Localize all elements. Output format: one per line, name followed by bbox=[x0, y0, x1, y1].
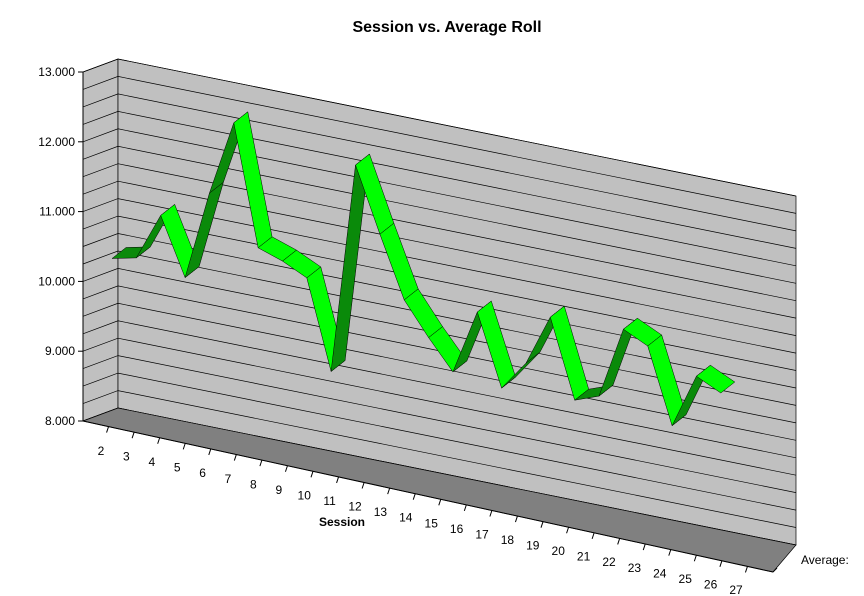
x-tick-label: 27 bbox=[729, 583, 743, 596]
x-tick-label: 11 bbox=[323, 494, 336, 508]
gridline bbox=[82, 145, 797, 284]
x-tick-mark bbox=[540, 521, 544, 528]
x-tick-mark bbox=[463, 504, 467, 512]
gridline bbox=[82, 390, 797, 528]
x-tick-mark bbox=[336, 476, 340, 484]
depth-tick-mark bbox=[772, 567, 778, 573]
y-tick-label: 8.000 bbox=[45, 414, 75, 428]
x-tick-label: 15 bbox=[425, 516, 439, 530]
x-tick-mark bbox=[642, 543, 646, 551]
depth-axis-label: Average: bbox=[801, 553, 849, 567]
x-tick-label: 14 bbox=[399, 511, 413, 525]
gridline bbox=[82, 93, 797, 232]
x-tick-mark bbox=[259, 459, 263, 467]
x-tick-label: 19 bbox=[526, 539, 540, 553]
x-tick-label: 23 bbox=[628, 561, 642, 575]
x-axis: 2 3 4 5 6 7 8 9 10 11 12 13 14 15 16 17 18 19 20 21 22 23 24 25… bbox=[82, 420, 778, 596]
gridlines bbox=[82, 58, 797, 546]
x-tick-label: 18 bbox=[501, 533, 515, 547]
x-tick-mark bbox=[361, 482, 365, 489]
x-tick-label: 24 bbox=[653, 566, 667, 580]
x-tick-mark bbox=[514, 515, 518, 523]
x-tick-label: 13 bbox=[374, 505, 388, 519]
x-tick-mark bbox=[310, 471, 314, 478]
x-tick-mark bbox=[131, 432, 135, 439]
x-tick-mark bbox=[438, 499, 442, 506]
x-tick-label: 6 bbox=[199, 466, 206, 480]
gridline bbox=[82, 320, 797, 459]
x-tick-mark bbox=[157, 437, 161, 444]
x-tick-label: 2 bbox=[98, 444, 105, 458]
y-tick-label: 11.000 bbox=[39, 205, 75, 219]
x-axis-label: Session bbox=[319, 515, 365, 529]
x-tick-label: 5 bbox=[174, 461, 181, 475]
y-axis: 8.000 9.000 10.000 11.000 12.000 13.000 bbox=[38, 65, 84, 428]
x-tick-mark bbox=[284, 465, 288, 472]
chart-walls bbox=[82, 58, 797, 546]
x-tick-label: 25 bbox=[679, 572, 693, 586]
x-tick-mark bbox=[617, 538, 621, 545]
y-tick-label: 12.000 bbox=[38, 135, 75, 149]
x-tick-mark bbox=[412, 493, 416, 500]
series-segment bbox=[695, 364, 736, 394]
x-tick-label: 26 bbox=[704, 577, 718, 591]
x-tick-label: 22 bbox=[602, 555, 616, 569]
x-tick-label: 16 bbox=[450, 522, 464, 536]
chart-title: Session vs. Average Roll bbox=[352, 19, 541, 36]
x-tick-label: 12 bbox=[348, 500, 362, 514]
gridline bbox=[82, 111, 797, 249]
x-tick-mark bbox=[106, 426, 110, 433]
gridline bbox=[82, 302, 797, 441]
x-tick-mark bbox=[668, 549, 672, 556]
gridline bbox=[82, 215, 797, 354]
x-tick-label: 10 bbox=[298, 488, 312, 502]
x-tick-label: 21 bbox=[577, 550, 591, 564]
x-tick-label: 4 bbox=[148, 455, 155, 469]
x-tick-mark bbox=[489, 510, 493, 517]
gridline bbox=[82, 128, 797, 267]
x-tick-label: 7 bbox=[225, 472, 232, 486]
x-tick-mark bbox=[591, 532, 595, 540]
gridline bbox=[82, 58, 797, 197]
y-tick-label: 9.000 bbox=[45, 344, 75, 358]
x-tick-mark bbox=[566, 527, 570, 534]
gridline bbox=[82, 76, 797, 214]
gridline bbox=[82, 180, 797, 319]
x-tick-mark bbox=[387, 487, 391, 495]
gridline bbox=[82, 198, 797, 336]
gridline bbox=[82, 163, 797, 302]
y-tick-label: 13.000 bbox=[38, 65, 75, 79]
x-tick-label: 20 bbox=[552, 544, 566, 558]
gridline bbox=[82, 337, 797, 476]
series-ribbon bbox=[111, 111, 736, 427]
gridline bbox=[82, 355, 797, 493]
x-tick-label: 9 bbox=[275, 483, 282, 497]
x-tick-mark bbox=[719, 560, 723, 567]
x-tick-mark bbox=[182, 443, 186, 450]
y-tick-label: 10.000 bbox=[38, 274, 75, 288]
x-tick-mark bbox=[744, 566, 748, 573]
gridline bbox=[82, 372, 797, 511]
x-axis-line bbox=[82, 420, 774, 573]
x-tick-label: 8 bbox=[250, 477, 257, 491]
x-tick-label: 3 bbox=[123, 450, 130, 464]
x-tick-mark bbox=[233, 454, 237, 461]
x-tick-mark bbox=[208, 448, 212, 456]
x-tick-mark bbox=[693, 555, 697, 562]
x-tick-label: 17 bbox=[475, 527, 489, 541]
